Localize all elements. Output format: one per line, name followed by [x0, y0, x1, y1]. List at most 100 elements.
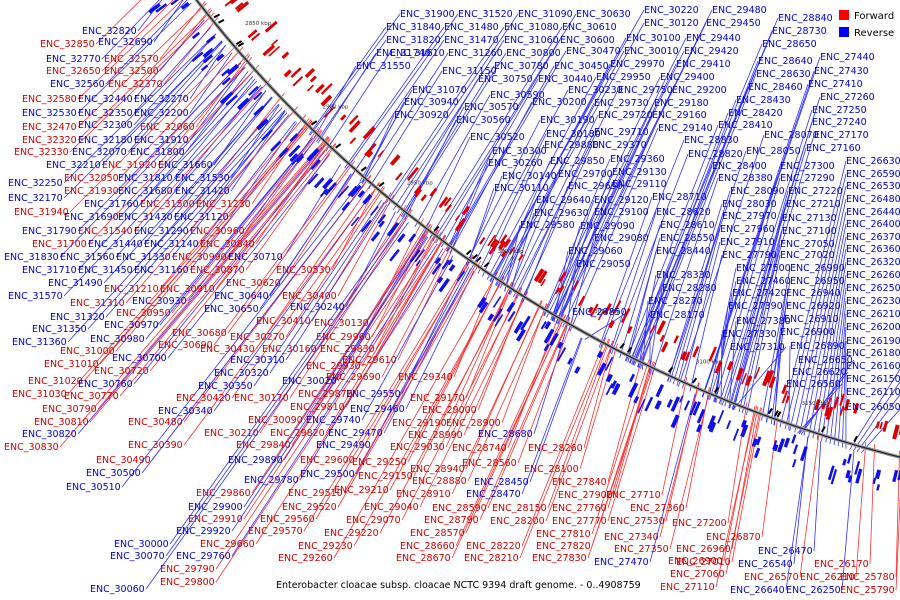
gene-label[interactable]: ENC_32370 — [108, 79, 163, 90]
gene-label[interactable]: ENC_28610 — [660, 220, 715, 231]
gene-label[interactable]: ENC_27290 — [780, 173, 835, 184]
gene-label[interactable]: ENC_32060 — [140, 122, 195, 133]
gene-label[interactable]: ENC_26480 — [846, 194, 900, 205]
gene-label[interactable]: ENC_27060 — [670, 569, 725, 580]
gene-label[interactable]: ENC_29460 — [350, 404, 405, 415]
gene-label[interactable]: ENC_30310 — [230, 355, 285, 366]
gene-label[interactable]: ENC_28590 — [432, 503, 487, 514]
gene-label[interactable]: ENC_26640 — [730, 585, 785, 596]
gene-label[interactable]: ENC_28660 — [400, 541, 455, 552]
gene-label[interactable]: ENC_30190 — [540, 115, 595, 126]
gene-label[interactable]: ENC_29250 — [352, 457, 407, 468]
gene-label[interactable]: ENC_27170 — [814, 130, 869, 141]
gene-label[interactable]: ENC_28420 — [728, 108, 783, 119]
gene-label[interactable]: ENC_30620 — [226, 278, 281, 289]
gene-label[interactable]: ENC_32170 — [8, 193, 63, 204]
gene-label[interactable]: ENC_32850 — [40, 39, 95, 50]
gene-label[interactable]: ENC_31010 — [44, 359, 99, 370]
gene-label[interactable]: ENC_31440 — [88, 239, 143, 250]
gene-label[interactable]: ENC_30220 — [644, 5, 699, 16]
gene-label[interactable]: ENC_26210 — [846, 309, 900, 320]
gene-label[interactable]: ENC_30560 — [456, 115, 511, 126]
gene-label[interactable]: ENC_29420 — [684, 46, 739, 57]
gene-label[interactable]: ENC_28900 — [446, 418, 501, 429]
gene-label[interactable]: ENC_28940 — [410, 464, 465, 475]
gene-label[interactable]: ENC_29560 — [260, 514, 315, 525]
gene-label[interactable]: ENC_29040 — [364, 502, 419, 513]
gene-label[interactable]: ENC_29410 — [676, 59, 731, 70]
gene-label[interactable]: ENC_26590 — [846, 169, 900, 180]
gene-label[interactable]: ENC_31900 — [400, 9, 455, 20]
gene-label[interactable]: ENC_28200 — [490, 516, 545, 527]
gene-label[interactable]: ENC_27300 — [780, 161, 835, 172]
gene-label[interactable]: ENC_28740 — [452, 443, 507, 454]
gene-label[interactable]: ENC_30160 — [262, 344, 317, 355]
gene-label[interactable]: ENC_28550 — [660, 233, 715, 244]
gene-label[interactable]: ENC_26570 — [744, 572, 799, 583]
gene-label[interactable]: ENC_32580 — [22, 94, 77, 105]
gene-label[interactable]: ENC_31120 — [174, 212, 229, 223]
gene-label[interactable]: ENC_29720 — [598, 110, 653, 121]
gene-label[interactable]: ENC_27330 — [722, 329, 777, 340]
gene-label[interactable]: ENC_31800 — [130, 147, 185, 158]
gene-label[interactable]: ENC_29840 — [236, 440, 291, 451]
gene-label[interactable]: ENC_28100 — [524, 464, 579, 475]
gene-label[interactable]: ENC_30230 — [568, 85, 623, 96]
gene-label[interactable]: ENC_28440 — [656, 246, 711, 257]
gene-label[interactable]: ENC_29580 — [520, 220, 575, 231]
gene-label[interactable]: ENC_26890 — [790, 341, 845, 352]
gene-label[interactable]: ENC_29440 — [686, 33, 741, 44]
gene-label[interactable]: ENC_29950 — [596, 72, 651, 83]
gene-label[interactable]: ENC_27390 — [728, 301, 783, 312]
gene-label[interactable]: ENC_32250 — [8, 178, 63, 189]
gene-label[interactable]: ENC_30300 — [492, 146, 547, 157]
gene-label[interactable]: ENC_31830 — [4, 252, 59, 263]
gene-label[interactable]: ENC_27340 — [604, 532, 659, 543]
gene-label[interactable]: ENC_30260 — [488, 158, 543, 169]
gene-label[interactable]: ENC_30180 — [546, 129, 601, 140]
gene-label[interactable]: ENC_28400 — [712, 161, 767, 172]
gene-label[interactable]: ENC_28220 — [466, 541, 521, 552]
gene-label[interactable]: ENC_31000 — [60, 346, 115, 357]
gene-label[interactable]: ENC_32270 — [134, 94, 189, 105]
gene-label[interactable]: ENC_27310 — [730, 342, 785, 353]
gene-label[interactable]: ENC_29880 — [544, 140, 599, 151]
gene-label[interactable]: ENC_27110 — [660, 582, 715, 593]
gene-label[interactable]: ENC_31470 — [444, 35, 499, 46]
gene-label[interactable]: ENC_29610 — [342, 355, 397, 366]
gene-label[interactable]: ENC_32560 — [50, 79, 105, 90]
gene-label[interactable]: ENC_31060 — [504, 35, 559, 46]
gene-label[interactable]: ENC_30170 — [234, 393, 289, 404]
gene-label[interactable]: ENC_26630 — [846, 156, 900, 167]
gene-label[interactable]: ENC_30480 — [128, 417, 183, 428]
gene-label[interactable]: ENC_28640 — [758, 56, 813, 67]
gene-label[interactable]: ENC_29930 — [306, 361, 361, 372]
gene-label[interactable]: ENC_26150 — [846, 374, 900, 385]
gene-label[interactable]: ENC_31710 — [22, 265, 77, 276]
gene-label[interactable]: ENC_27260 — [820, 92, 875, 103]
gene-label[interactable]: ENC_29170 — [410, 393, 465, 404]
gene-label[interactable]: ENC_29660 — [200, 539, 255, 550]
gene-label[interactable]: ENC_28270 — [648, 296, 703, 307]
gene-label[interactable]: ENC_32440 — [78, 94, 133, 105]
gene-label[interactable]: ENC_29400 — [660, 72, 715, 83]
gene-label[interactable]: ENC_32180 — [78, 135, 133, 146]
gene-label[interactable]: ENC_28820 — [688, 149, 743, 160]
gene-label[interactable]: ENC_30710 — [228, 252, 283, 263]
gene-label[interactable]: ENC_29690 — [326, 372, 381, 383]
gene-label[interactable]: ENC_30780 — [494, 61, 549, 72]
gene-label[interactable]: ENC_28570 — [410, 528, 465, 539]
gene-label[interactable]: ENC_27160 — [806, 143, 861, 154]
gene-label[interactable]: ENC_30100 — [626, 33, 681, 44]
gene-label[interactable]: ENC_27500 — [736, 263, 791, 274]
gene-label[interactable]: ENC_30610 — [562, 22, 617, 33]
gene-label[interactable]: ENC_32770 — [46, 54, 101, 65]
gene-label[interactable]: ENC_32070 — [72, 147, 127, 158]
gene-label[interactable]: ENC_26940 — [786, 288, 841, 299]
gene-label[interactable]: ENC_27410 — [808, 79, 863, 90]
gene-label[interactable]: ENC_30320 — [214, 368, 269, 379]
gene-label[interactable]: ENC_30770 — [64, 391, 119, 402]
gene-label[interactable]: ENC_29870 — [298, 389, 353, 400]
gene-label[interactable]: ENC_28450 — [474, 477, 529, 488]
gene-label[interactable]: ENC_27130 — [782, 213, 837, 224]
